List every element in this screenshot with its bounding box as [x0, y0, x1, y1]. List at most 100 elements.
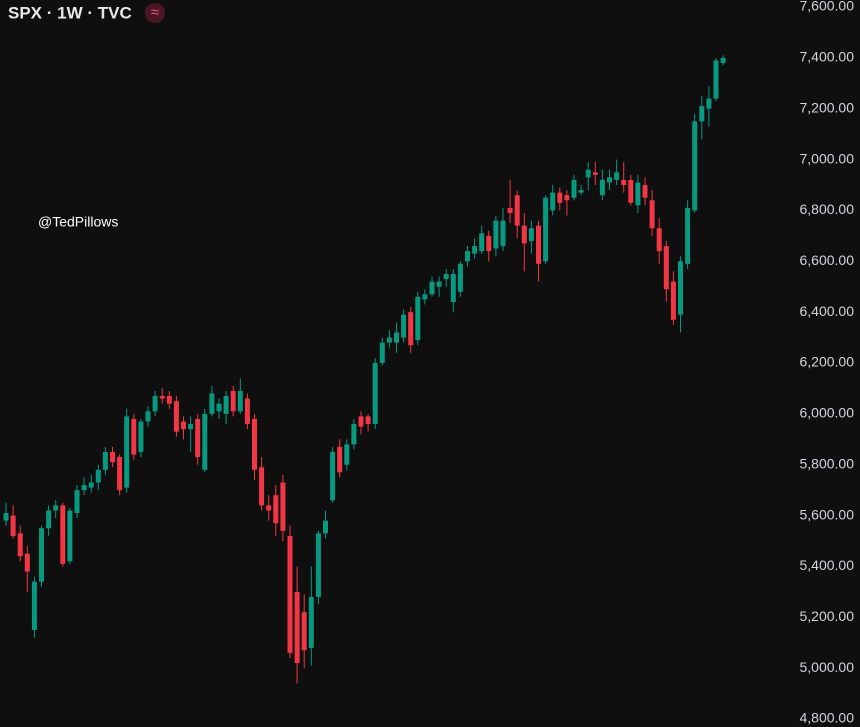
candle-body [294, 591, 300, 664]
candle-body [308, 596, 314, 648]
candle-body [188, 424, 194, 430]
candle-body [386, 337, 392, 343]
candle-body [337, 446, 343, 473]
status-badge[interactable] [145, 3, 165, 23]
y-tick-label: 6,600.00 [800, 252, 855, 268]
candle-body [145, 411, 151, 422]
candle-body [713, 60, 719, 99]
candle-body [102, 452, 108, 470]
candle-body [479, 233, 485, 252]
status-icon[interactable]: ≈ [151, 4, 159, 21]
candle-body [656, 228, 662, 252]
candle-body [486, 235, 492, 252]
candle-body [621, 179, 627, 185]
candle-body [628, 179, 634, 203]
candle-body [237, 390, 243, 412]
candle-body [429, 281, 435, 295]
candle-body [301, 612, 307, 651]
candle-body [60, 505, 66, 564]
candle-body [500, 220, 506, 247]
candle-body [663, 246, 669, 290]
y-tick-label: 6,800.00 [800, 201, 855, 217]
candle-body [543, 197, 549, 262]
candle-body [280, 482, 286, 531]
candle-body [3, 513, 9, 521]
candle-body [578, 190, 584, 193]
candle-body [17, 533, 23, 557]
candle-body [372, 363, 378, 425]
candle-body [394, 332, 399, 343]
candle-body [635, 182, 641, 206]
candle-body [74, 490, 80, 514]
y-tick-label: 6,000.00 [800, 405, 855, 421]
y-tick-label: 7,200.00 [800, 99, 855, 115]
candle-body [422, 294, 428, 300]
candle-body [202, 413, 208, 470]
y-tick-label: 5,000.00 [800, 659, 855, 675]
candle-body [614, 172, 620, 180]
candle-body [273, 495, 279, 524]
y-tick-label: 7,000.00 [800, 150, 855, 166]
candle-body [259, 467, 265, 506]
candle-body [195, 418, 201, 458]
candle-body [706, 98, 712, 109]
candle-body [571, 179, 577, 198]
candle-body [181, 421, 186, 430]
candle-body [10, 515, 16, 536]
candle-body [252, 418, 257, 470]
candle-body [670, 281, 676, 320]
candle-body [124, 416, 130, 488]
y-tick-label: 5,200.00 [800, 608, 855, 624]
candle-body [699, 106, 705, 122]
candle-body [493, 220, 499, 249]
candle-body [507, 207, 513, 213]
candle-body [230, 390, 236, 412]
candle-body [88, 482, 94, 488]
y-tick-label: 6,400.00 [800, 303, 855, 319]
candle-body [315, 533, 321, 597]
candle-body [450, 274, 456, 302]
candle-body [53, 505, 59, 511]
candle-body [351, 424, 357, 445]
candle-body [436, 281, 442, 287]
candle-body [465, 251, 470, 262]
candle-body [528, 228, 534, 241]
candle-body [607, 177, 612, 183]
chart-title: SPX · 1W · TVC [8, 3, 132, 22]
candle-body [81, 485, 87, 491]
candle-body [46, 510, 52, 529]
candle-body [599, 179, 605, 196]
candle-body [692, 121, 698, 211]
candle-body [266, 505, 272, 511]
candle-body [330, 452, 336, 501]
candle-body [550, 192, 556, 211]
y-tick-label: 7,400.00 [800, 49, 855, 65]
y-tick-label: 6,200.00 [800, 354, 855, 370]
candle-body [216, 403, 222, 412]
candle-body [678, 261, 683, 315]
candle-body [557, 192, 563, 203]
candle-body [67, 510, 73, 562]
candle-body [152, 396, 158, 412]
candle-body [39, 528, 44, 582]
candle-body [415, 296, 421, 341]
candle-body [173, 401, 179, 432]
candle-body [95, 469, 101, 483]
candle-body [379, 342, 385, 363]
candle-body [443, 274, 449, 280]
candle-body [585, 169, 591, 178]
candle-body [209, 393, 215, 414]
candle-body [592, 172, 598, 175]
candle-body [649, 200, 655, 229]
candle-body [159, 396, 165, 399]
candle-body [138, 421, 144, 452]
candle-body [365, 416, 371, 425]
candle-body [401, 314, 407, 338]
y-tick-label: 5,800.00 [800, 455, 855, 471]
candle-body [24, 553, 30, 572]
candle-body [521, 225, 527, 244]
annotation: @TedPillows [38, 214, 118, 230]
